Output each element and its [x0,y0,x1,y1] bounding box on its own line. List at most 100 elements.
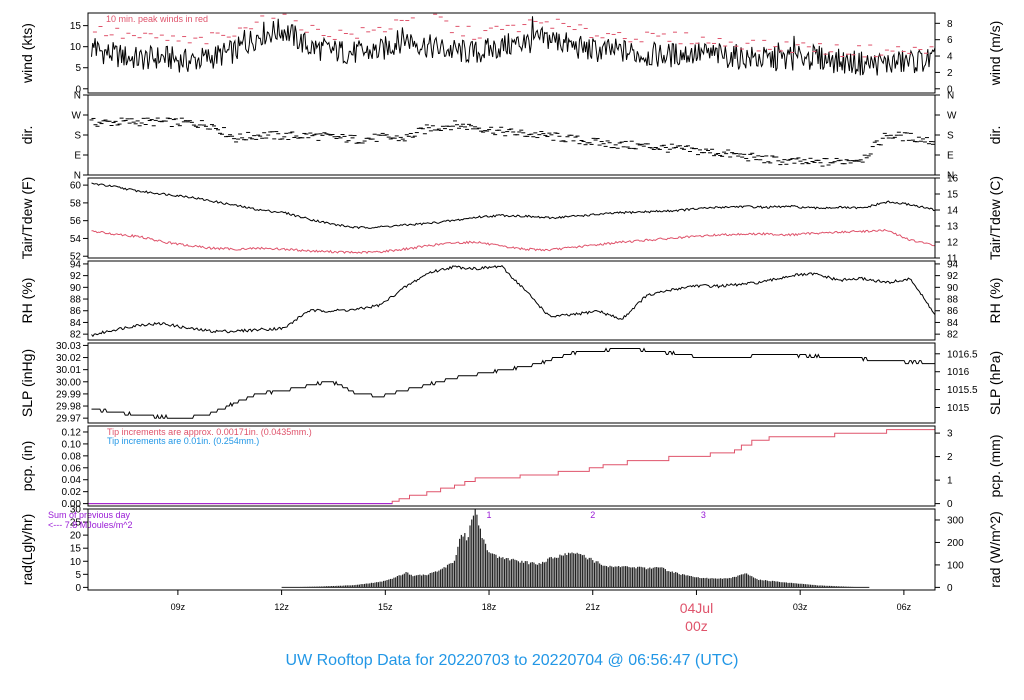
ytick-left-label: 0.04 [62,475,82,486]
ytick-left-label: 60 [70,181,82,192]
ytick-left-label: 15 [70,544,82,555]
ytick-left-label: 56 [70,216,82,227]
ytick-left-label: 30 [70,505,82,516]
pcp-annotation-blue: Tip increments are 0.01in. (0.254mm.) [107,436,259,446]
rad-peak-label: 3 [701,510,706,520]
ytick-right-label: 82 [947,330,959,341]
ytick-right-label: 0 [947,583,953,594]
ytick-right-label: E [947,151,954,162]
panel-frame [87,260,936,341]
series-temp-air [91,182,935,230]
ytick-right-label: 16 [947,174,959,185]
ylabel-left: Tair/Tdew (F) [19,177,35,259]
ylabel-right: Tair/Tdew (C) [987,176,1003,260]
panel-pcp: 0.000.020.040.060.080.100.12 0 1 2 3 pcp. (in… [19,425,1003,510]
rad-peak-label: 2 [590,510,595,520]
ytick-left-label: 30.00 [56,377,81,388]
ytick-left-label: 54 [70,234,82,245]
ylabel-left: pcp. (in) [19,441,35,492]
data-dir [89,117,935,167]
ytick-right-label: 92 [947,271,959,282]
ytick-right-label: 0 [947,499,953,510]
panel-frame [87,342,936,424]
panel-frame [87,94,936,176]
ytick-right-label: 15 [947,190,959,201]
date-label: 04Jul [680,600,713,616]
series-wind-mean [91,16,935,76]
ytick-left-label: 29.97 [56,414,81,425]
ytick-right-label: N [947,171,954,182]
data-slp [91,347,935,419]
ytick-left-label: 10 [70,42,82,53]
ytick-right-label: W [947,111,957,122]
data-pcp [88,429,935,505]
series-temp-dew [91,228,935,254]
ytick-left-label: 10 [70,557,82,568]
ytick-left-label: 5 [75,570,81,581]
ylabel-left: RH (%) [19,278,35,324]
ytick-right-label: 12 [947,238,959,249]
ylabel-right: wind (m/s) [987,21,1003,87]
ytick-left-label: 84 [70,318,82,329]
ytick-left-label: E [74,151,81,162]
ytick-right-label: 88 [947,295,959,306]
ylabel-right: RH (%) [987,278,1003,324]
ytick-left-label: N [74,171,81,182]
ytick-left-label: W [72,111,82,122]
ytick-left-label: 0.00 [62,499,82,510]
ytick-left-label: 90 [70,283,82,294]
data-rh [91,265,935,338]
ytick-left-label: 0.10 [62,439,82,450]
ytick-right-label: 6 [947,35,953,46]
ytick-left-label: 82 [70,330,82,341]
ytick-right-label: 0 [947,84,953,95]
date-time-label: 00z [685,618,708,634]
figure-title: UW Rooftop Data for 20220703 to 20220704… [286,652,739,669]
xtick-label: 12z [274,602,289,612]
pcp-annotation-red: Tip increments are approx. 0.00171in. (0… [107,427,312,437]
series-slp-0 [91,347,935,419]
ytick-right-label: 1016 [947,367,970,378]
ytick-left-label: 29.98 [56,402,81,413]
xtick-label: 03z [793,602,808,612]
xtick-label: 09z [171,602,186,612]
xtick-label: 21z [585,602,600,612]
series-rh-0 [91,265,935,338]
ytick-left-label: 0.06 [62,463,82,474]
ylabel-right: rad (W/m^2) [987,511,1003,588]
ytick-right-label: 14 [947,206,959,217]
wind-annotation: 10 min. peak winds in red [106,14,208,24]
ytick-right-label: 8 [947,19,953,30]
ytick-right-label: 94 [947,259,959,270]
ytick-right-label: 1016.5 [947,349,978,360]
panel-frame [87,508,936,591]
rad-sum-line2: <--- 7.8 MJoules/m^2 [48,520,133,530]
ytick-left-label: 0.12 [62,427,82,438]
ytick-right-label: 11 [947,254,958,265]
ytick-left-label: 92 [70,271,82,282]
ytick-right-label: 3 [947,429,953,440]
ylabel-left: SLP (inHg) [19,349,35,417]
time-axis: 09z 12z 15z 18z 21z 03z 06z [171,590,912,612]
ytick-right-label: S [947,131,954,142]
ytick-right-label: 200 [947,538,964,549]
panel-temp: 52 54 56 58 60 11 12 13 14 15 16 Tair/Tdew (F) Tair/… [19,174,1003,265]
panel-wind: 0 5 10 15 0 2 4 6 8 wind (kts) wind (m/s) 10 min. p… [19,12,1003,95]
ytick-left-label: 0.08 [62,451,82,462]
ytick-left-label: 88 [70,295,82,306]
panel-frame [87,177,936,259]
ytick-left-label: 25 [70,518,82,529]
ytick-right-label: 2 [947,68,953,79]
ytick-left-label: 94 [70,259,82,270]
panel-frame [87,425,936,507]
data-rad [281,509,870,588]
ytick-left-label: 15 [70,21,82,32]
ytick-right-label: 1 [947,476,953,487]
xtick-label: 18z [482,602,497,612]
ytick-left-label: 0 [75,583,81,594]
